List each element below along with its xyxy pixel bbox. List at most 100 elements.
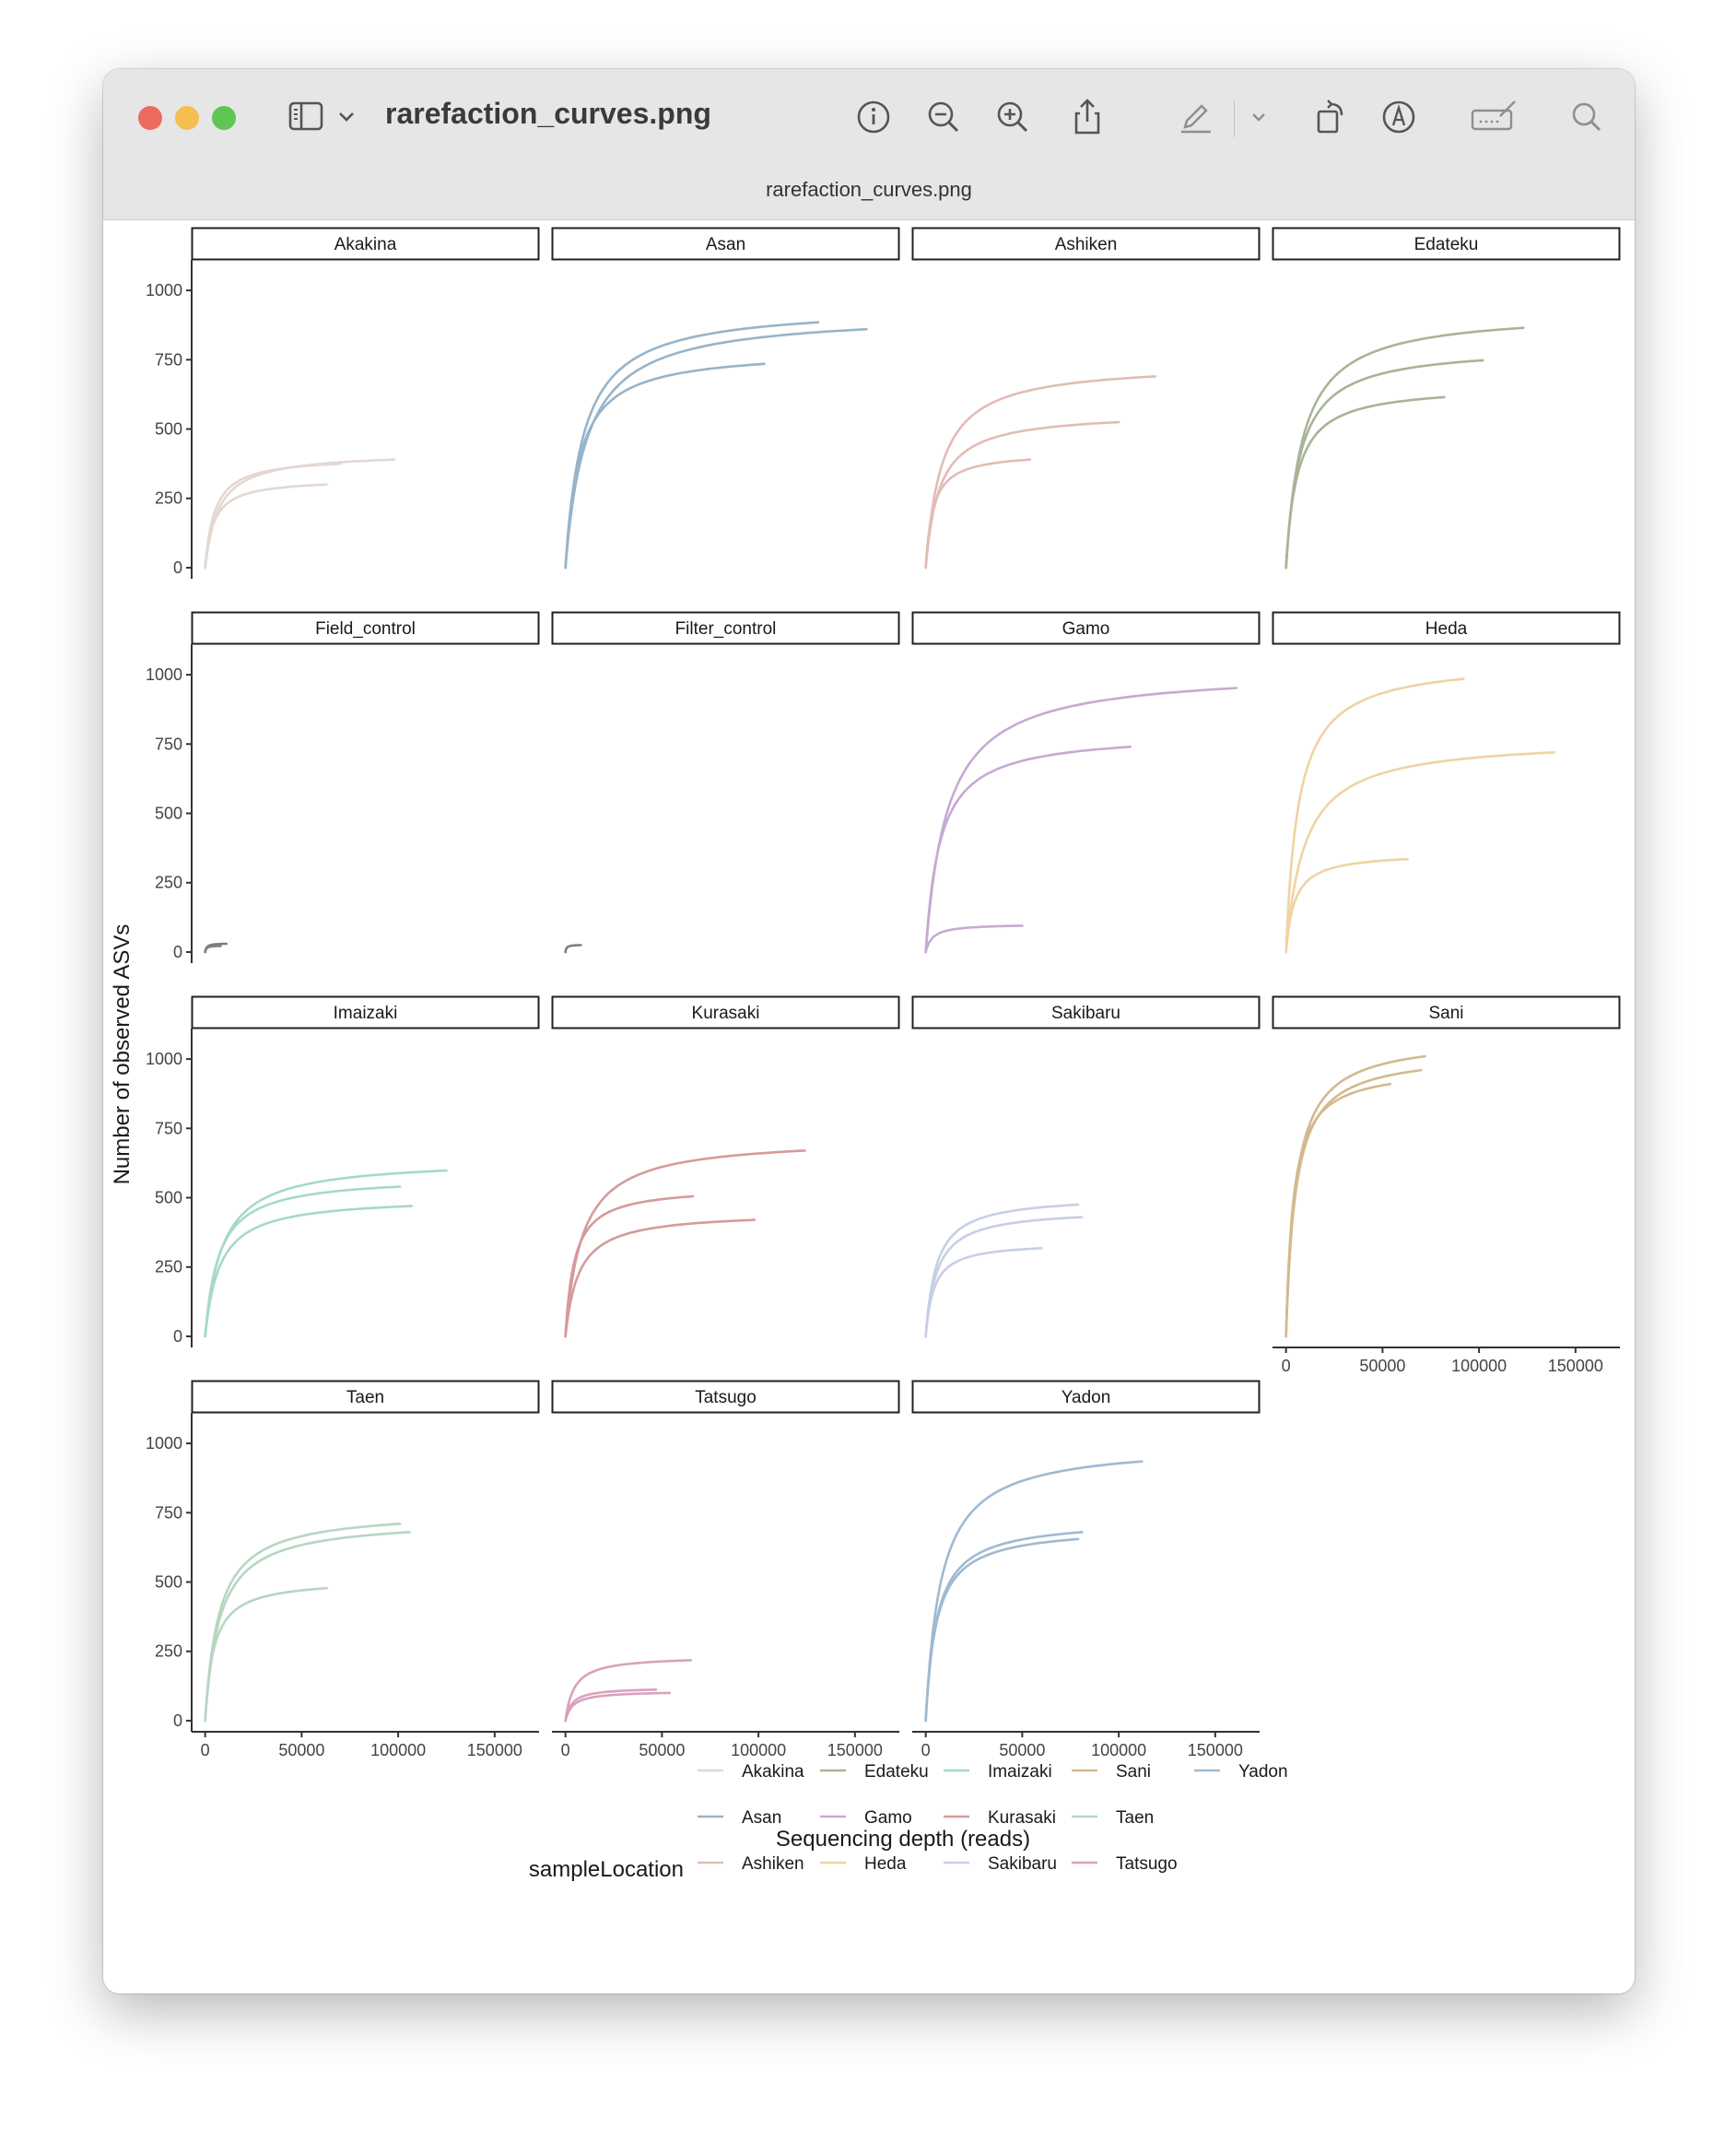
toolbar-separator bbox=[1234, 100, 1235, 137]
y-axis-title: Number of observed ASVs bbox=[110, 924, 135, 1185]
rarefaction-curve-tatsugo bbox=[564, 1691, 672, 1723]
rarefaction-curve-imaizaki bbox=[204, 1205, 414, 1338]
minimize-window-button[interactable] bbox=[175, 106, 199, 130]
facet-title-taen: Taen bbox=[346, 1388, 384, 1407]
rarefaction-curve-yadon bbox=[924, 1537, 1080, 1723]
legend-label-sani: Sani bbox=[1116, 1762, 1151, 1782]
rarefaction-curve-akakina bbox=[204, 458, 396, 570]
signature-icon[interactable] bbox=[1469, 96, 1519, 138]
rarefaction-curve-kurasaki bbox=[564, 1194, 695, 1338]
facet-title-heda: Heda bbox=[1425, 619, 1468, 639]
facet-title-filter-control: Filter_control bbox=[675, 619, 777, 639]
rarefaction-curve-tatsugo bbox=[564, 1659, 693, 1723]
y-tick-label: 0 bbox=[173, 1711, 182, 1730]
rarefaction-curve-sakibaru bbox=[924, 1247, 1043, 1338]
info-icon[interactable] bbox=[853, 96, 894, 138]
facet-strip-kurasaki bbox=[551, 995, 900, 1029]
facet-title-tatsugo: Tatsugo bbox=[695, 1388, 757, 1407]
x-axis-title: Sequencing depth (reads) bbox=[776, 1827, 1030, 1852]
facet-title-yadon: Yadon bbox=[1062, 1388, 1111, 1407]
y-tick-label: 250 bbox=[155, 1642, 182, 1661]
rotate-icon[interactable] bbox=[1310, 96, 1351, 138]
legend-label-asan: Asan bbox=[742, 1808, 781, 1828]
rarefaction-curve-heda bbox=[1284, 677, 1465, 954]
y-tick-label: 250 bbox=[155, 1258, 182, 1276]
sidebar-toggle-icon[interactable] bbox=[286, 96, 326, 138]
facet-strip-sakibaru bbox=[911, 995, 1261, 1029]
y-tick-label: 500 bbox=[155, 1189, 182, 1207]
x-tick-label: 50000 bbox=[278, 1741, 324, 1759]
y-tick-label: 1000 bbox=[146, 665, 182, 684]
document-subtitle: rarefaction_curves.png bbox=[766, 178, 972, 201]
rarefaction-curve-filter-control bbox=[564, 944, 582, 954]
legend-label-heda: Heda bbox=[864, 1854, 907, 1874]
rarefaction-curve-ashiken bbox=[924, 420, 1120, 570]
y-tick-label: 1000 bbox=[146, 1050, 182, 1068]
rarefaction-curve-taen bbox=[204, 1531, 411, 1723]
rarefaction-curve-heda bbox=[1284, 751, 1556, 954]
search-icon[interactable] bbox=[1566, 96, 1607, 138]
rarefaction-curve-sani bbox=[1284, 1068, 1423, 1338]
rarefaction-curve-field-control bbox=[204, 945, 222, 954]
facet-strip-yadon bbox=[911, 1380, 1261, 1414]
legend-label-gamo: Gamo bbox=[864, 1808, 912, 1828]
legend-label-ashiken: Ashiken bbox=[742, 1854, 804, 1874]
zoom-out-icon[interactable] bbox=[923, 96, 964, 138]
y-tick-label: 0 bbox=[173, 1327, 182, 1346]
y-tick-label: 1000 bbox=[146, 281, 182, 300]
y-tick-label: 0 bbox=[173, 559, 182, 577]
share-icon[interactable] bbox=[1067, 96, 1108, 138]
y-tick-label: 0 bbox=[173, 943, 182, 961]
rarefaction-curve-asan bbox=[564, 327, 868, 570]
facet-title-kurasaki: Kurasaki bbox=[692, 1004, 760, 1023]
facet-title-edateku: Edateku bbox=[1414, 235, 1479, 254]
rarefaction-curve-imaizaki bbox=[204, 1169, 448, 1338]
rarefaction-curve-ashiken bbox=[924, 458, 1032, 570]
rarefaction-curve-yadon bbox=[924, 1531, 1084, 1723]
legend-label-taen: Taen bbox=[1116, 1808, 1154, 1828]
rarefaction-chart: Akakina 0 250 500 750 1000 Asan Ashiken Edateku F… bbox=[110, 227, 1621, 1882]
x-tick-label: 150000 bbox=[1548, 1357, 1603, 1375]
x-tick-label: 0 bbox=[1282, 1357, 1291, 1375]
rarefaction-curve-akakina bbox=[204, 462, 342, 570]
facet-title-field-control: Field_control bbox=[315, 619, 416, 639]
x-tick-label: 50000 bbox=[1359, 1357, 1405, 1375]
y-tick-label: 1000 bbox=[146, 1434, 182, 1453]
maximize-window-button[interactable] bbox=[212, 106, 236, 130]
legend-label-kurasaki: Kurasaki bbox=[988, 1808, 1056, 1828]
image-canvas: Akakina 0 250 500 750 1000 Asan Ashiken Edateku F… bbox=[103, 220, 1635, 1994]
facet-title-imaizaki: Imaizaki bbox=[334, 1004, 398, 1023]
y-tick-label: 250 bbox=[155, 489, 182, 508]
rarefaction-curve-sakibaru bbox=[924, 1216, 1084, 1338]
x-tick-label: 150000 bbox=[467, 1741, 522, 1759]
y-tick-label: 500 bbox=[155, 420, 182, 439]
facet-strip-tatsugo bbox=[551, 1380, 900, 1414]
rarefaction-curve-sani bbox=[1284, 1054, 1426, 1338]
y-tick-label: 750 bbox=[155, 350, 182, 369]
x-tick-label: 0 bbox=[561, 1741, 570, 1759]
rarefaction-curve-sani bbox=[1284, 1082, 1392, 1338]
x-tick-label: 100000 bbox=[731, 1741, 786, 1759]
rarefaction-curve-akakina bbox=[204, 483, 328, 570]
facet-strip-taen bbox=[191, 1380, 540, 1414]
facet-title-akakina: Akakina bbox=[334, 235, 397, 254]
legend-label-imaizaki: Imaizaki bbox=[988, 1762, 1052, 1782]
y-tick-label: 250 bbox=[155, 874, 182, 892]
close-window-button[interactable] bbox=[138, 106, 162, 130]
chevron-down-icon[interactable] bbox=[1246, 96, 1272, 138]
facet-title-sani: Sani bbox=[1428, 1004, 1463, 1023]
y-tick-label: 750 bbox=[155, 1119, 182, 1137]
zoom-in-icon[interactable] bbox=[992, 96, 1033, 138]
rarefaction-curve-edateku bbox=[1284, 395, 1446, 570]
rarefaction-curve-kurasaki bbox=[564, 1149, 806, 1338]
preview-window: rarefaction_curves.png bbox=[103, 69, 1635, 1994]
facet-strip-asan bbox=[551, 227, 900, 261]
facet-strip-ashiken bbox=[911, 227, 1261, 261]
markup-circle-icon[interactable] bbox=[1378, 96, 1419, 138]
legend-label-tatsugo: Tatsugo bbox=[1116, 1854, 1178, 1874]
markup-pen-icon[interactable] bbox=[1176, 96, 1216, 138]
x-tick-label: 50000 bbox=[999, 1741, 1045, 1759]
chevron-down-icon[interactable] bbox=[334, 96, 359, 138]
rarefaction-curve-kurasaki bbox=[564, 1218, 757, 1338]
x-tick-label: 100000 bbox=[1091, 1741, 1146, 1759]
